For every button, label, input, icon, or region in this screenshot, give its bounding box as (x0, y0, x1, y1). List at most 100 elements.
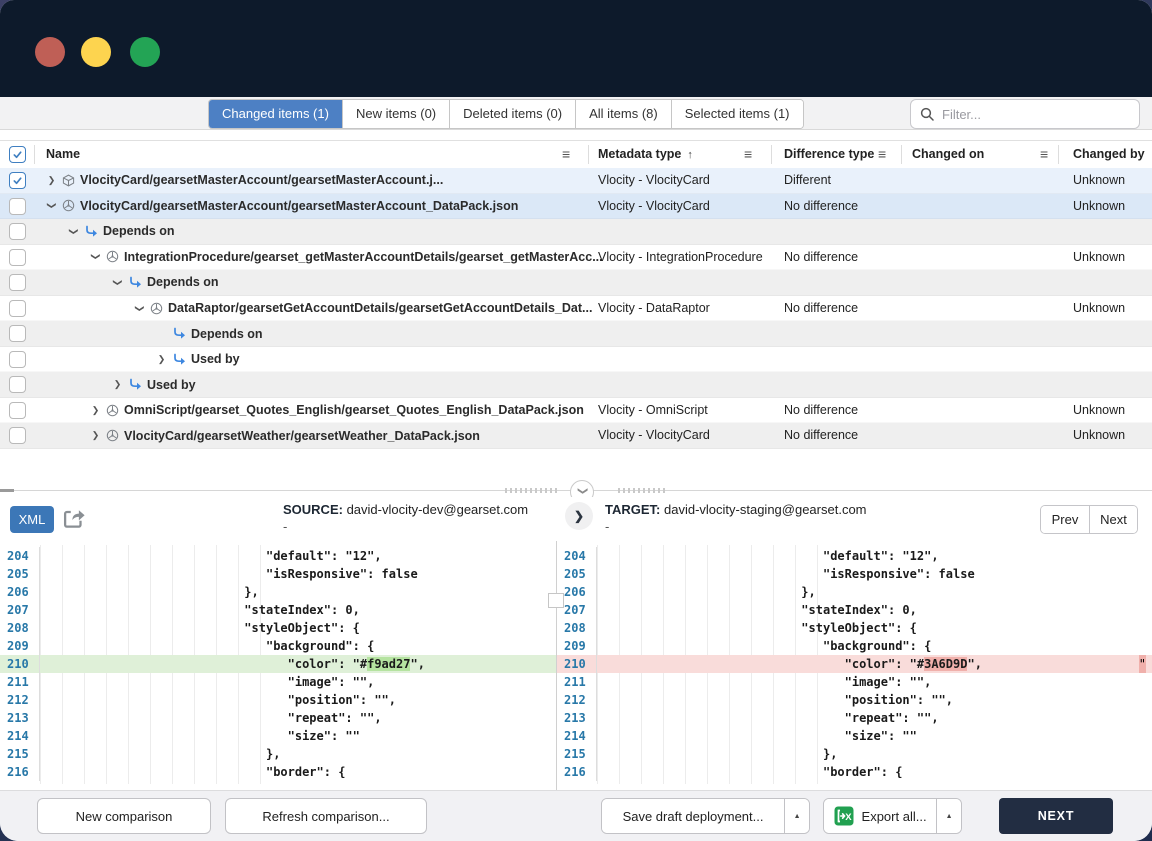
row-checkbox[interactable] (9, 249, 26, 266)
line-number: 209 (557, 637, 597, 655)
metadata-column-menu-icon[interactable]: ≡ (744, 141, 752, 168)
row-checkbox[interactable] (9, 325, 26, 342)
column-header-difference-type[interactable]: Difference type (784, 141, 874, 168)
line-number: 215 (557, 745, 597, 763)
line-number: 215 (0, 745, 40, 763)
table-row[interactable]: ❯ VlocityCard/gearsetMasterAccount/gearse… (0, 194, 1152, 220)
new-comparison-button[interactable]: New comparison (37, 798, 211, 834)
column-header-changed-on[interactable]: Changed on (912, 141, 984, 168)
diff-line: 204 "default": "12", (0, 547, 556, 565)
panel-splitter[interactable]: ❯ (0, 483, 1152, 497)
table-row[interactable]: ❯VlocityCard/gearsetWeather/gearsetWeath… (0, 423, 1152, 449)
refresh-comparison-button[interactable]: Refresh comparison... (225, 798, 427, 834)
line-number: 211 (0, 673, 40, 691)
source-secondary: - (283, 518, 528, 535)
diff-line: 213 "repeat": "", (0, 709, 556, 727)
table-row[interactable]: ❯ Depends on (0, 219, 1152, 245)
export-all-button[interactable]: X Export all... (824, 799, 936, 833)
column-header-changed-by[interactable]: Changed by (1073, 141, 1145, 168)
datapack-cube-icon (62, 174, 75, 187)
table-row[interactable]: ❯ OmniScript/gearset_Quotes_English/gears… (0, 398, 1152, 424)
line-number: 210 (557, 655, 597, 673)
row-checkbox[interactable] (9, 274, 26, 291)
row-checkbox[interactable] (9, 376, 26, 393)
row-checkbox[interactable] (9, 172, 26, 189)
name-column-menu-icon[interactable]: ≡ (562, 141, 570, 168)
row-checkbox[interactable] (9, 351, 26, 368)
expand-row-icon[interactable]: ❯ (90, 405, 101, 416)
table-row[interactable]: ❯DataRaptor/gearsetGetAccountDetails/gea… (0, 296, 1152, 322)
tab-selected-items-1[interactable]: Selected items (1) (671, 100, 803, 128)
export-menu-caret-icon[interactable]: ▲ (936, 799, 961, 833)
row-difference-type: No difference (784, 194, 858, 219)
collapse-row-icon[interactable]: ❯ (112, 277, 123, 288)
collapse-row-icon[interactable]: ❯ (134, 303, 145, 314)
filter-box (910, 99, 1140, 129)
expand-row-icon[interactable]: ❯ (112, 379, 123, 390)
splitter-dots-right (618, 488, 668, 493)
share-icon[interactable] (60, 505, 88, 533)
line-number: 207 (0, 601, 40, 619)
column-header-name[interactable]: Name (46, 141, 80, 168)
row-checkbox[interactable] (9, 198, 26, 215)
line-number: 205 (0, 565, 40, 583)
row-name: OmniScript/gearset_Quotes_English/gearse… (124, 403, 584, 417)
next-difference-button[interactable]: Next (1089, 506, 1137, 533)
datapack-hub-icon (106, 404, 119, 417)
save-draft-menu-caret-icon[interactable]: ▲ (784, 799, 809, 833)
changed-on-column-menu-icon[interactable]: ≡ (1040, 141, 1048, 168)
target-code-pane[interactable]: 204 "default": "12",205 "isResponsive": … (557, 541, 1152, 790)
diff-line: 207 "stateIndex": 0, (557, 601, 1152, 619)
save-draft-deployment-button[interactable]: Save draft deployment... (602, 799, 784, 833)
diff-line: 212 "position": "", (0, 691, 556, 709)
table-row[interactable]: ❯Used by (0, 347, 1152, 373)
diff-line-changed: 210 "color": "#f9ad27", (0, 655, 556, 673)
filter-input[interactable] (940, 106, 1139, 123)
xml-format-button[interactable]: XML (10, 506, 54, 533)
line-number: 205 (557, 565, 597, 583)
dependency-arrow-icon (84, 225, 98, 238)
source-code-pane[interactable]: 204 "default": "12",205 "isResponsive": … (0, 541, 557, 790)
line-number: 210 (0, 655, 40, 673)
line-number: 213 (557, 709, 597, 727)
row-name: Depends on (103, 224, 175, 238)
tab-deleted-items-0[interactable]: Deleted items (0) (449, 100, 575, 128)
tab-changed-items-1[interactable]: Changed items (1) (209, 100, 342, 128)
target-endpoint: TARGET: david-vlocity-staging@gearset.co… (605, 501, 867, 535)
close-window-button[interactable] (35, 37, 65, 67)
expand-row-icon[interactable]: ❯ (90, 430, 101, 441)
direction-chevron-icon: ❯ (565, 502, 593, 530)
row-name: VlocityCard/gearsetMasterAccount/gearset… (80, 199, 518, 213)
minimize-window-button[interactable] (81, 37, 111, 67)
table-row[interactable]: ❯VlocityCard/gearsetMasterAccount/gearse… (0, 168, 1152, 194)
collapse-row-icon[interactable]: ❯ (46, 200, 57, 211)
column-header-metadata-type[interactable]: Metadata type↑ (598, 141, 693, 168)
next-step-button[interactable]: NEXT (999, 798, 1113, 834)
line-number: 216 (557, 763, 597, 781)
expand-row-icon[interactable]: ❯ (46, 175, 57, 186)
tab-all-items-8[interactable]: All items (8) (575, 100, 671, 128)
dependency-arrow-icon (172, 353, 186, 366)
table-row[interactable]: ❯ Used by (0, 372, 1152, 398)
line-number: 214 (0, 727, 40, 745)
diff-line: 208 "styleObject": { (0, 619, 556, 637)
row-name: Depends on (147, 275, 219, 289)
select-all-checkbox[interactable] (9, 146, 26, 163)
row-checkbox[interactable] (9, 223, 26, 240)
table-row[interactable]: ❯ Depends on (0, 270, 1152, 296)
zoom-window-button[interactable] (130, 37, 160, 67)
line-number: 208 (0, 619, 40, 637)
collapse-row-icon[interactable]: ❯ (68, 226, 79, 237)
tab-new-items-0[interactable]: New items (0) (342, 100, 449, 128)
prev-difference-button[interactable]: Prev (1041, 506, 1089, 533)
row-metadata-type: Vlocity - OmniScript (598, 398, 708, 423)
expand-row-icon[interactable]: ❯ (156, 354, 167, 365)
row-checkbox[interactable] (9, 402, 26, 419)
difference-column-menu-icon[interactable]: ≡ (878, 141, 886, 168)
collapse-row-icon[interactable]: ❯ (90, 251, 101, 262)
row-checkbox[interactable] (9, 427, 26, 444)
table-row[interactable]: Depends on (0, 321, 1152, 347)
row-name: Used by (147, 378, 196, 392)
row-checkbox[interactable] (9, 300, 26, 317)
table-row[interactable]: ❯IntegrationProcedure/gearset_getMasterA… (0, 245, 1152, 271)
